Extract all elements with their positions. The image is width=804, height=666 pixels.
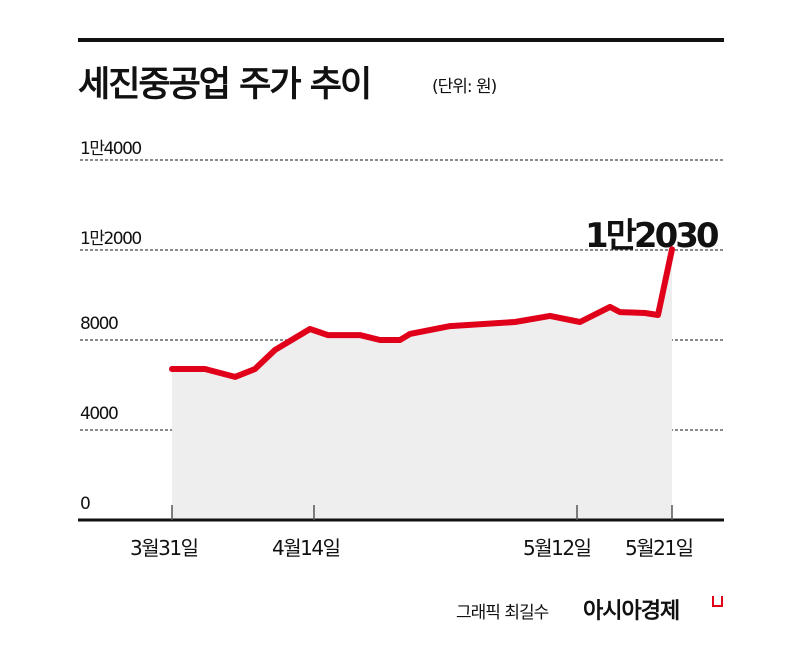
y-tick-4000: 4000 [80, 404, 119, 424]
title-rule [78, 38, 724, 42]
x-ticks [171, 505, 673, 520]
y-tick-8000: 8000 [80, 314, 119, 334]
y-tick-14000: 1만4000 [80, 139, 142, 159]
x-tick-may21: 5월21일 [625, 536, 694, 560]
end-value-label: 1만2030 [585, 216, 720, 256]
y-tick-0: 0 [80, 494, 91, 514]
price-line [169, 246, 675, 380]
x-tick-may12: 5월12일 [523, 536, 592, 560]
brand-mark-icon [712, 596, 723, 607]
x-tick-apr14: 4월14일 [272, 536, 341, 560]
unit-label: (단위: 원) [432, 77, 497, 97]
y-tick-12000: 1만2000 [80, 229, 142, 249]
x-tick-mar31: 3월31일 [130, 536, 199, 560]
brand-logo: 아시아경제 [583, 599, 680, 624]
area-fill [172, 249, 672, 521]
graphic-credit: 그래픽 최길수 [456, 603, 549, 623]
chart-title: 세진중공업 주가 추이 [78, 65, 372, 105]
